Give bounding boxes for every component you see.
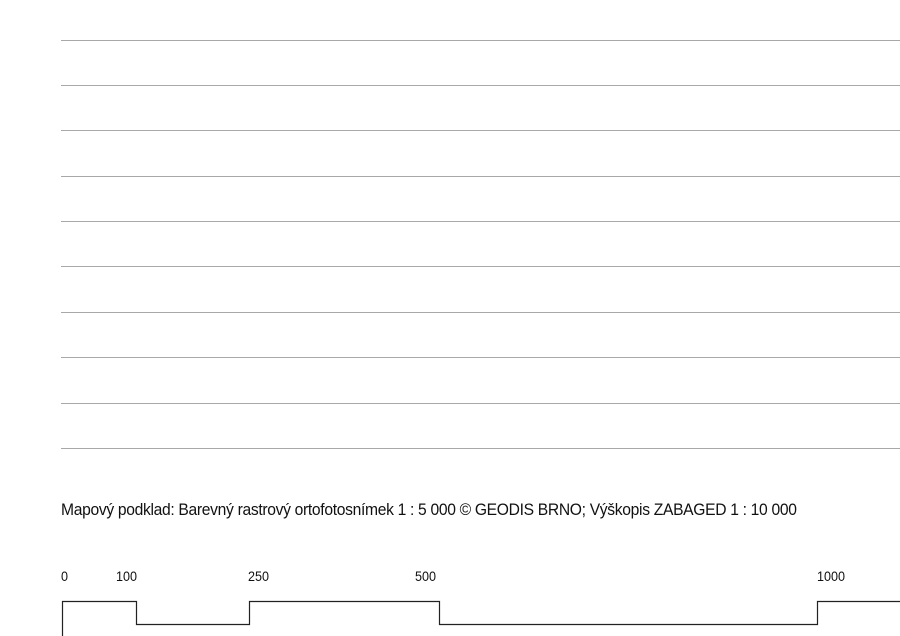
blank-lined-area <box>61 0 900 460</box>
scale-bar-segments <box>61 600 900 636</box>
scale-tick-label: 1000 <box>817 568 846 584</box>
scale-tick-label: 100 <box>116 568 138 584</box>
ruled-line <box>61 448 900 449</box>
ruled-line <box>61 130 900 131</box>
scale-tick-label: 500 <box>415 568 437 584</box>
ruled-line <box>61 357 900 358</box>
map-source-credit: Mapový podklad: Barevný rastrový ortofot… <box>61 500 797 519</box>
ruled-line <box>61 403 900 404</box>
ruled-line <box>61 85 900 86</box>
scale-tick-label: 250 <box>248 568 270 584</box>
map-scale-bar: 0 100 250 500 1000 <box>0 560 900 636</box>
ruled-line <box>61 40 900 41</box>
ruled-line <box>61 312 900 313</box>
ruled-line <box>61 221 900 222</box>
ruled-line <box>61 266 900 267</box>
scale-tick-label: 0 <box>61 568 69 584</box>
scale-bar-graphic <box>61 600 900 636</box>
ruled-line <box>61 176 900 177</box>
